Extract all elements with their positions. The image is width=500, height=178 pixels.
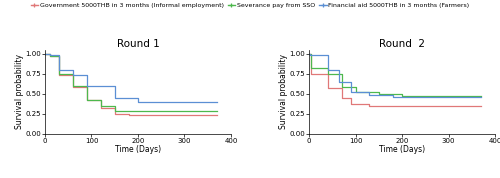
Legend: Government 5000THB in 3 months (Informal employment), Severance pay from SSO, Fi: Government 5000THB in 3 months (Informal… [30,3,469,9]
X-axis label: Time (Days): Time (Days) [115,145,161,154]
Y-axis label: Survival probability: Survival probability [14,54,24,129]
X-axis label: Time (Days): Time (Days) [379,145,425,154]
Title: Round  2: Round 2 [379,39,425,49]
Title: Round 1: Round 1 [116,39,160,49]
Y-axis label: Survival probability: Survival probability [278,54,287,129]
